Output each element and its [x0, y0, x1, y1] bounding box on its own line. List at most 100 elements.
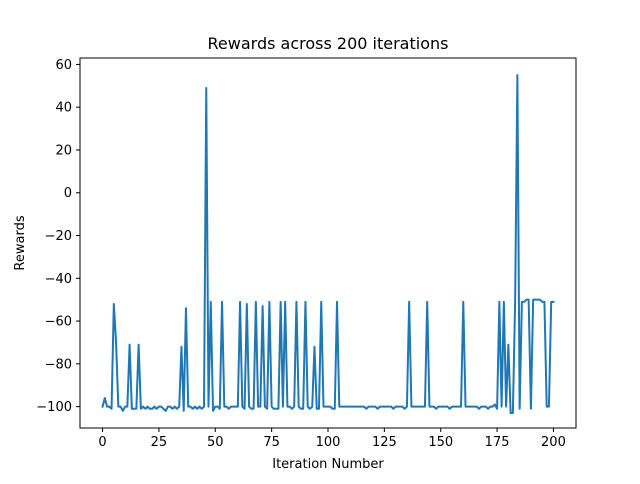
data-point: [372, 406, 374, 408]
data-point: [165, 410, 167, 412]
data-point: [243, 408, 246, 410]
data-point: [523, 301, 525, 303]
data-point: [336, 301, 338, 303]
x-axis-ticks: 0 25 50 75 100 125 150 175 200: [98, 428, 566, 450]
data-point: [300, 408, 302, 410]
data-point: [437, 406, 440, 408]
data-point: [262, 305, 264, 307]
data-point: [117, 406, 119, 408]
data-point: [546, 406, 548, 408]
data-point: [174, 406, 176, 408]
data-point: [210, 301, 212, 303]
data-point: [253, 408, 255, 410]
data-point: [135, 408, 137, 410]
data-point: [331, 408, 334, 410]
data-point: [361, 406, 363, 408]
data-point: [151, 408, 153, 410]
data-point: [397, 406, 399, 408]
y-tick-label: −100: [36, 400, 72, 415]
data-point: [487, 408, 489, 410]
data-point: [525, 299, 528, 301]
data-point: [471, 406, 473, 408]
data-point: [444, 406, 446, 408]
x-tick-label: 200: [541, 435, 566, 450]
data-point: [415, 406, 417, 408]
data-point: [320, 301, 322, 303]
data-point: [189, 406, 192, 408]
data-point: [501, 406, 503, 408]
data-point: [521, 301, 523, 303]
y-tick-label: 60: [55, 58, 72, 73]
data-point: [462, 301, 464, 303]
data-point: [280, 301, 282, 303]
data-point: [377, 408, 379, 410]
data-point: [142, 406, 144, 408]
data-point: [455, 406, 458, 408]
data-point: [453, 406, 455, 408]
data-point: [183, 410, 185, 412]
data-point: [160, 406, 162, 408]
x-tick-label: 75: [263, 435, 280, 450]
data-point: [534, 299, 537, 301]
data-point: [286, 406, 289, 408]
data-point: [176, 408, 178, 410]
data-point: [133, 408, 135, 410]
data-point: [482, 406, 485, 408]
data-point: [248, 406, 250, 408]
data-point: [519, 408, 521, 410]
data-point: [539, 299, 541, 301]
data-point: [498, 301, 500, 303]
series-points: [101, 74, 555, 414]
data-point: [401, 406, 403, 408]
data-point: [345, 406, 347, 408]
data-point: [293, 406, 295, 408]
data-point: [194, 406, 196, 408]
data-point: [169, 406, 171, 408]
data-point: [230, 406, 232, 408]
y-tick-label: 20: [55, 143, 72, 158]
data-point: [422, 406, 424, 408]
data-point: [241, 406, 243, 408]
data-point: [458, 406, 460, 408]
x-tick-label: 50: [207, 435, 224, 450]
data-point: [467, 406, 469, 408]
data-point: [259, 406, 261, 408]
data-point: [442, 406, 444, 408]
data-point: [192, 408, 194, 410]
data-point: [449, 408, 451, 410]
data-point: [234, 406, 237, 408]
data-point: [147, 406, 149, 408]
data-point: [167, 406, 169, 408]
data-point: [476, 406, 478, 408]
data-point: [370, 406, 372, 408]
data-point: [311, 406, 313, 408]
data-point: [232, 406, 234, 408]
data-point: [156, 408, 158, 410]
data-point: [237, 406, 239, 408]
data-point: [115, 341, 117, 344]
data-point: [119, 406, 122, 408]
data-point: [277, 408, 279, 410]
data-point: [503, 301, 505, 303]
data-point: [494, 403, 496, 406]
data-point: [537, 299, 539, 301]
data-point: [367, 406, 370, 408]
data-point: [149, 408, 151, 410]
y-tick-label: −20: [45, 229, 72, 244]
data-point: [162, 408, 165, 410]
data-point: [322, 406, 325, 408]
data-point: [295, 301, 298, 303]
data-point: [552, 301, 555, 303]
data-point: [528, 299, 530, 301]
data-point: [264, 406, 266, 408]
y-tick-label: −80: [45, 357, 72, 372]
x-tick-label: 0: [98, 435, 106, 450]
data-point: [108, 406, 110, 408]
data-point: [505, 406, 507, 408]
data-point: [374, 406, 376, 408]
data-point: [356, 406, 358, 408]
data-point: [489, 406, 491, 408]
data-point: [349, 406, 352, 408]
data-point: [325, 406, 327, 408]
